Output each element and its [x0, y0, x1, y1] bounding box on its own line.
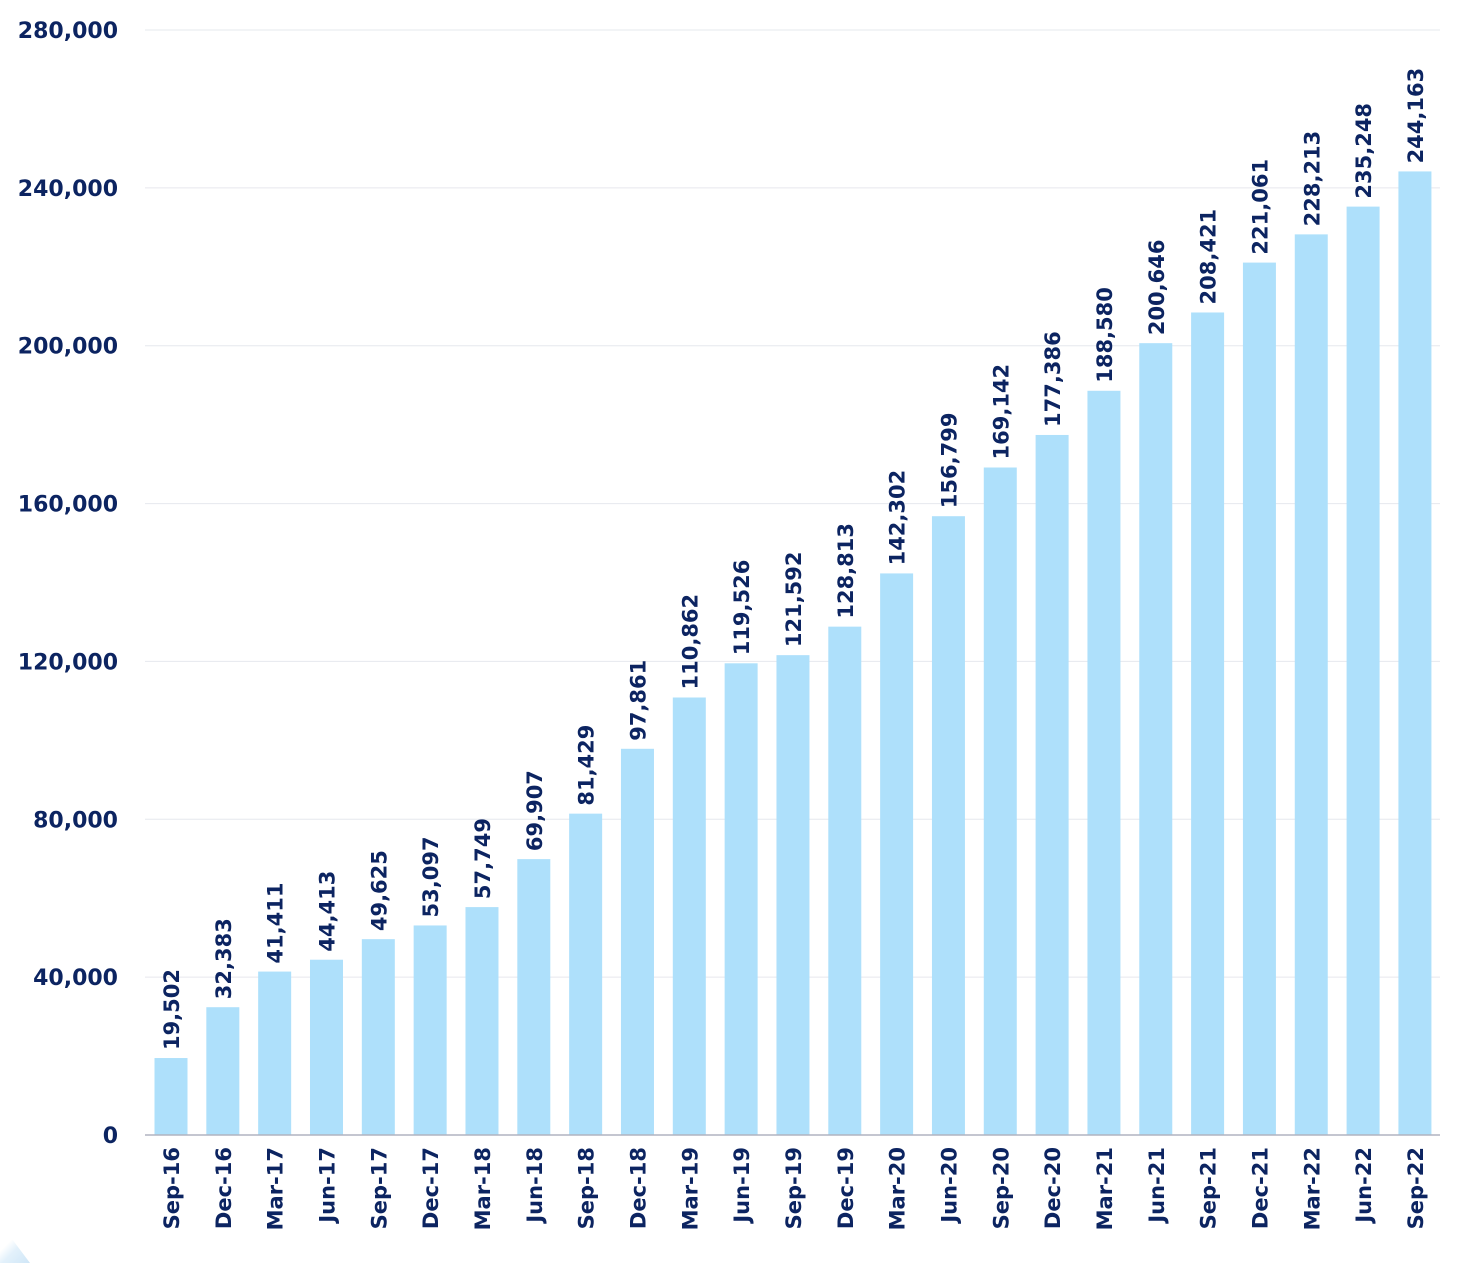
- bar: [465, 907, 499, 1135]
- x-tick-label: Sep-16: [160, 1147, 184, 1229]
- bar: [517, 859, 551, 1135]
- bar-value-label: 221,061: [1248, 159, 1272, 255]
- x-axis-tick-labels: Sep-16 Dec-16 Mar-17 Jun-17 Sep-17 Dec-17 Mar-…: [160, 1147, 1428, 1230]
- bar-value-label: 188,580: [1093, 287, 1117, 383]
- y-tick-label: 240,000: [18, 177, 118, 202]
- bar-value-label: 208,421: [1197, 209, 1221, 305]
- y-tick-label: 200,000: [18, 335, 118, 360]
- x-tick-label: Dec-19: [834, 1147, 858, 1229]
- x-tick-label: Jun-18: [523, 1147, 547, 1225]
- bar-value-label: 142,302: [886, 470, 910, 566]
- bar-value-label: 244,163: [1404, 68, 1428, 164]
- bar-value-label: 41,411: [264, 883, 288, 964]
- x-tick-label: Jun-20: [937, 1147, 961, 1225]
- x-tick-label: Mar-21: [1093, 1147, 1117, 1230]
- x-tick-label: Sep-22: [1404, 1147, 1428, 1229]
- bar-value-label: 97,861: [626, 660, 650, 741]
- x-tick-label: Dec-20: [1041, 1147, 1065, 1229]
- bar: [620, 748, 654, 1135]
- bar: [413, 925, 447, 1135]
- bar-value-label: 200,646: [1145, 240, 1169, 336]
- x-tick-label: Sep-20: [989, 1147, 1013, 1229]
- y-tick-label: 0: [103, 1124, 118, 1149]
- bar-value-label: 156,799: [937, 413, 961, 509]
- bar-value-label: 81,429: [575, 725, 599, 806]
- x-tick-label: Sep-17: [367, 1147, 391, 1229]
- y-tick-label: 280,000: [18, 19, 118, 44]
- y-tick-label: 80,000: [33, 808, 118, 833]
- bar-value-label: 32,383: [212, 918, 236, 999]
- y-tick-label: 40,000: [33, 966, 118, 991]
- bar-value-label: 228,213: [1300, 131, 1324, 227]
- bar: [1139, 343, 1173, 1135]
- x-tick-label: Dec-21: [1248, 1147, 1272, 1229]
- bar-value-labels: 19,502 32,383 41,411 44,413 49,625 53,097 57,7…: [160, 68, 1428, 1050]
- bar: [983, 467, 1017, 1135]
- bar: [931, 516, 965, 1135]
- bar: [1191, 312, 1225, 1135]
- y-tick-label: 120,000: [18, 650, 118, 675]
- bar-value-label: 169,142: [989, 364, 1013, 460]
- x-tick-label: Sep-21: [1197, 1147, 1221, 1229]
- x-tick-label: Mar-22: [1300, 1147, 1324, 1230]
- bar: [880, 573, 914, 1135]
- y-axis-tick-labels: 0 40,000 80,000 120,000 160,000 200,000 240,00…: [18, 19, 118, 1149]
- bar: [724, 663, 758, 1135]
- bar: [1294, 234, 1328, 1135]
- bar: [361, 939, 395, 1135]
- x-tick-label: Dec-18: [626, 1147, 650, 1229]
- bar-value-label: 49,625: [367, 850, 391, 931]
- x-tick-label: Mar-17: [264, 1147, 288, 1230]
- x-tick-label: Jun-19: [730, 1147, 754, 1225]
- x-tick-label: Jun-17: [315, 1147, 339, 1225]
- bar-value-label: 57,749: [471, 818, 495, 899]
- bar: [258, 971, 292, 1135]
- x-tick-label: Mar-19: [678, 1147, 702, 1230]
- bar-value-label: 53,097: [419, 836, 443, 917]
- bar: [776, 655, 810, 1135]
- bar-value-label: 235,248: [1352, 103, 1376, 199]
- bar: [1035, 434, 1069, 1135]
- bar: [206, 1007, 240, 1135]
- x-tick-label: Jun-22: [1352, 1147, 1376, 1225]
- bar: [1242, 262, 1276, 1136]
- bar-value-label: 19,502: [160, 969, 184, 1050]
- bars: [154, 171, 1432, 1136]
- x-tick-label: Dec-17: [419, 1147, 443, 1229]
- bar: [569, 813, 603, 1135]
- x-tick-label: Mar-18: [471, 1147, 495, 1230]
- bar: [1087, 390, 1121, 1136]
- bar-value-label: 69,907: [523, 770, 547, 851]
- bar: [672, 697, 706, 1135]
- bar-value-label: 177,386: [1041, 331, 1065, 427]
- bar: [828, 626, 862, 1135]
- bar-value-label: 121,592: [782, 551, 806, 647]
- bar-value-label: 128,813: [834, 523, 858, 619]
- bar: [154, 1058, 188, 1135]
- x-tick-label: Dec-16: [212, 1147, 236, 1229]
- bar-value-label: 44,413: [315, 871, 339, 952]
- bar: [309, 959, 343, 1135]
- bar-value-label: 119,526: [730, 560, 754, 656]
- bar-value-label: 110,862: [678, 594, 702, 690]
- y-tick-label: 160,000: [18, 493, 118, 518]
- bar: [1346, 206, 1380, 1135]
- x-tick-label: Sep-18: [575, 1147, 599, 1229]
- x-tick-label: Mar-20: [886, 1147, 910, 1230]
- x-tick-label: Jun-21: [1145, 1147, 1169, 1225]
- x-tick-label: Sep-19: [782, 1147, 806, 1229]
- bar: [1398, 171, 1432, 1135]
